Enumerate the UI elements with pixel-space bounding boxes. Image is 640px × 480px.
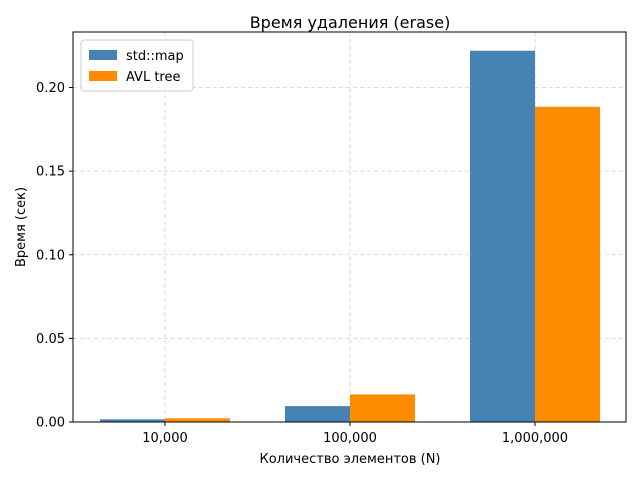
y-tick-label: 0.15 — [36, 165, 65, 180]
bar-std-map — [100, 419, 165, 422]
chart-title: Время удаления (erase) — [250, 13, 451, 32]
y-tick-label: 0.20 — [36, 81, 65, 96]
y-tick-label: 0.10 — [36, 248, 65, 263]
x-tick-label: 10,000 — [142, 431, 188, 446]
bar-avl-tree — [350, 394, 415, 422]
y-tick-label: 0.00 — [36, 416, 65, 431]
x-tick-label: 1,000,000 — [502, 431, 568, 446]
legend-swatch-std-map — [89, 50, 117, 60]
legend-label-avl-tree: AVL tree — [126, 70, 180, 85]
y-axis-ticks: 0.00 0.05 0.10 0.15 0.20 — [36, 81, 73, 431]
x-tick-label: 100,000 — [323, 431, 377, 446]
bar-avl-tree — [535, 106, 600, 422]
y-axis-label: Время (сек) — [14, 187, 29, 267]
legend-label-std-map: std::map — [126, 49, 184, 64]
legend: std::map AVL tree — [80, 39, 194, 92]
bar-std-map — [285, 406, 350, 422]
bar-std-map — [470, 50, 535, 422]
y-tick-label: 0.05 — [36, 332, 65, 347]
bar-avl-tree — [165, 418, 230, 422]
legend-swatch-avl-tree — [89, 71, 117, 81]
x-axis-ticks: 10,000 100,000 1,000,000 — [142, 422, 568, 446]
bars — [100, 50, 600, 422]
x-axis-label: Количество элементов (N) — [259, 452, 440, 467]
